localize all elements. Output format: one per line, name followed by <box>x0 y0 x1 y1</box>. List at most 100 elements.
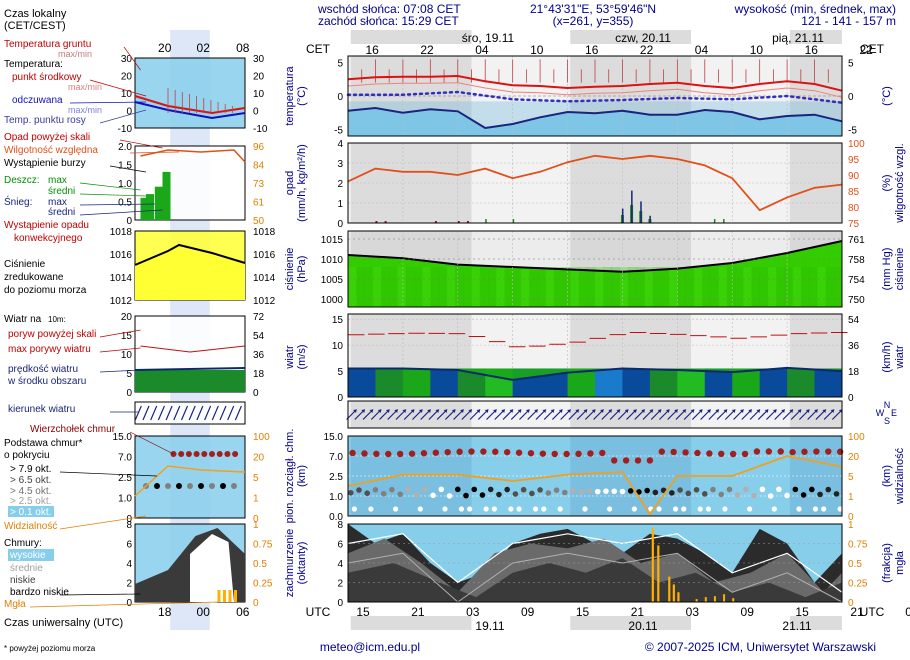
humidity-axis-label: wilgotność wzgl. <box>894 143 906 223</box>
mini-high-cloud-area <box>190 534 234 602</box>
legend-connector <box>59 593 141 596</box>
precip-frame <box>347 142 843 224</box>
cloud-top-dot <box>718 450 725 458</box>
compass-n: N <box>884 400 891 410</box>
wind-direction-arrowhead <box>772 409 777 413</box>
cloud-top-dot <box>622 457 630 464</box>
cloud-low-dot <box>483 506 489 512</box>
drizzle-mark <box>512 219 515 223</box>
pressure-texture <box>570 267 580 307</box>
pressure-texture <box>677 267 687 307</box>
precip-left-tick: 1 <box>337 199 343 210</box>
wind-left-tick: 15 <box>332 315 344 326</box>
cloud-base-dot <box>479 492 486 498</box>
compass-icon: N W E S <box>876 400 897 426</box>
cloud-top-dot <box>729 450 737 458</box>
cloud-base-dot <box>454 486 461 493</box>
pressure-texture <box>784 267 794 307</box>
legend-niskie: niskie <box>10 575 36 586</box>
cloud-base-dot <box>784 492 790 499</box>
mini-precip-right-tick: 96 <box>253 142 265 153</box>
wind-direction-arrowhead <box>789 409 793 413</box>
pressure-texture <box>710 267 719 307</box>
wind-direction-arrowhead <box>756 409 761 413</box>
cloud-right-tick: 1 <box>848 492 854 503</box>
mini-precip-right-tick: 84 <box>253 161 265 172</box>
pressure-texture <box>809 267 818 307</box>
mini-wind-arrow <box>234 405 242 421</box>
temperature-panel: 5 0 -5 5 0 -5 <box>334 55 857 137</box>
mini-cloud-left-tick: 2.5 <box>118 473 132 484</box>
wind-direction-arrowhead <box>567 409 571 413</box>
top-tick-label: 22 <box>420 43 434 57</box>
wind-direction-arrowhead <box>493 409 497 413</box>
cover-left-tick: 2 <box>337 579 343 590</box>
pressure-right-tick: 754 <box>848 275 865 286</box>
top-tick-label: 04 <box>695 43 709 57</box>
mini-wind-left-tick: 15 <box>121 331 133 342</box>
pressure-texture <box>356 267 365 307</box>
temperature-left-tick: -5 <box>334 125 343 136</box>
legend-odczuwana-maxmin: max/min <box>68 105 102 115</box>
pressure-line <box>347 240 843 273</box>
cloud-base-dot <box>430 492 436 499</box>
wind-direction-arrowhead <box>698 409 703 413</box>
cloud-base-dot <box>710 486 716 493</box>
cover-right-tick: 1 <box>848 520 854 531</box>
legend-connector <box>79 203 155 206</box>
cloud-top-dot <box>825 448 832 455</box>
pressure-texture <box>545 267 555 307</box>
cloud-base-dot <box>586 487 593 494</box>
mini-wind-arrow <box>180 405 189 421</box>
wind-right-tick: 36 <box>848 341 860 352</box>
cloud-axis-label: pion. rozciągł. chm. <box>284 429 296 524</box>
mini-pressure-left-tick: 1018 <box>110 227 133 238</box>
footer-email[interactable]: meteo@icm.edu.pl <box>320 640 420 654</box>
cloud-top-dot <box>396 450 404 458</box>
cloud-low-dot <box>458 506 465 512</box>
cloud-base-dot <box>413 491 420 498</box>
mini-cover-right-tick: 0.75 <box>253 540 273 551</box>
top-tick-label: 16 <box>805 43 819 57</box>
legend-burza: Wystąpienie burzy <box>4 158 86 169</box>
legend-poryw-powyzej: poryw powyżej skali <box>8 329 96 340</box>
cloud-top-dot <box>658 448 665 455</box>
mini-wind-left-tick: 10 <box>121 350 133 361</box>
wind-panel: 15 10 5 0 54 36 18 0 <box>332 313 860 404</box>
cloud-top-dot <box>444 448 451 456</box>
cloud-low-dot <box>722 506 728 512</box>
wind-left-tick: 10 <box>332 341 344 352</box>
legend-wysokie-swatch <box>8 549 54 561</box>
pressure-texture <box>512 267 522 307</box>
wind-direction-arrowhead <box>707 409 711 413</box>
cloud-right-tick: 100 <box>848 432 865 443</box>
cloud-base-dot <box>347 489 354 496</box>
pressure-right-tick: 758 <box>848 255 865 266</box>
wind-direction-arrowhead <box>451 409 456 413</box>
fog-bar <box>695 599 698 602</box>
mini-cloud-right-tick: 0 <box>253 514 259 525</box>
pressure-texture <box>380 267 390 307</box>
top-day-band <box>350 30 472 44</box>
bottom-day-label: 21.11 <box>782 619 811 633</box>
cloud-base-dot <box>446 493 453 499</box>
wind-block <box>759 368 788 397</box>
pressure-texture <box>644 267 654 307</box>
legend-temp-gruntu-maxmin: max/min <box>58 49 92 59</box>
pressure-texture <box>496 267 505 307</box>
bottom-tick-label: 03 <box>466 605 480 619</box>
wind-direction-arrowhead <box>525 409 530 413</box>
wind-direction-arrowhead <box>805 409 810 413</box>
bottom-tick-label: 03 <box>686 605 700 619</box>
pressure-texture <box>734 267 744 307</box>
wind-direction-arrowhead <box>781 409 785 413</box>
mini-cover-left-tick: 8 <box>126 520 132 531</box>
cloud-left-tick: 15.0 <box>324 432 344 443</box>
cloud-top-dot <box>361 450 368 457</box>
wind-direction-arrowhead <box>410 409 415 413</box>
legend-okt25: > 2.5 okt. <box>10 496 51 507</box>
wind-direction-arrowhead <box>690 409 695 413</box>
legend-mgla: Mgła <box>4 599 26 610</box>
wind-direction-arrowhead <box>740 409 744 413</box>
humidity-line <box>347 154 843 212</box>
